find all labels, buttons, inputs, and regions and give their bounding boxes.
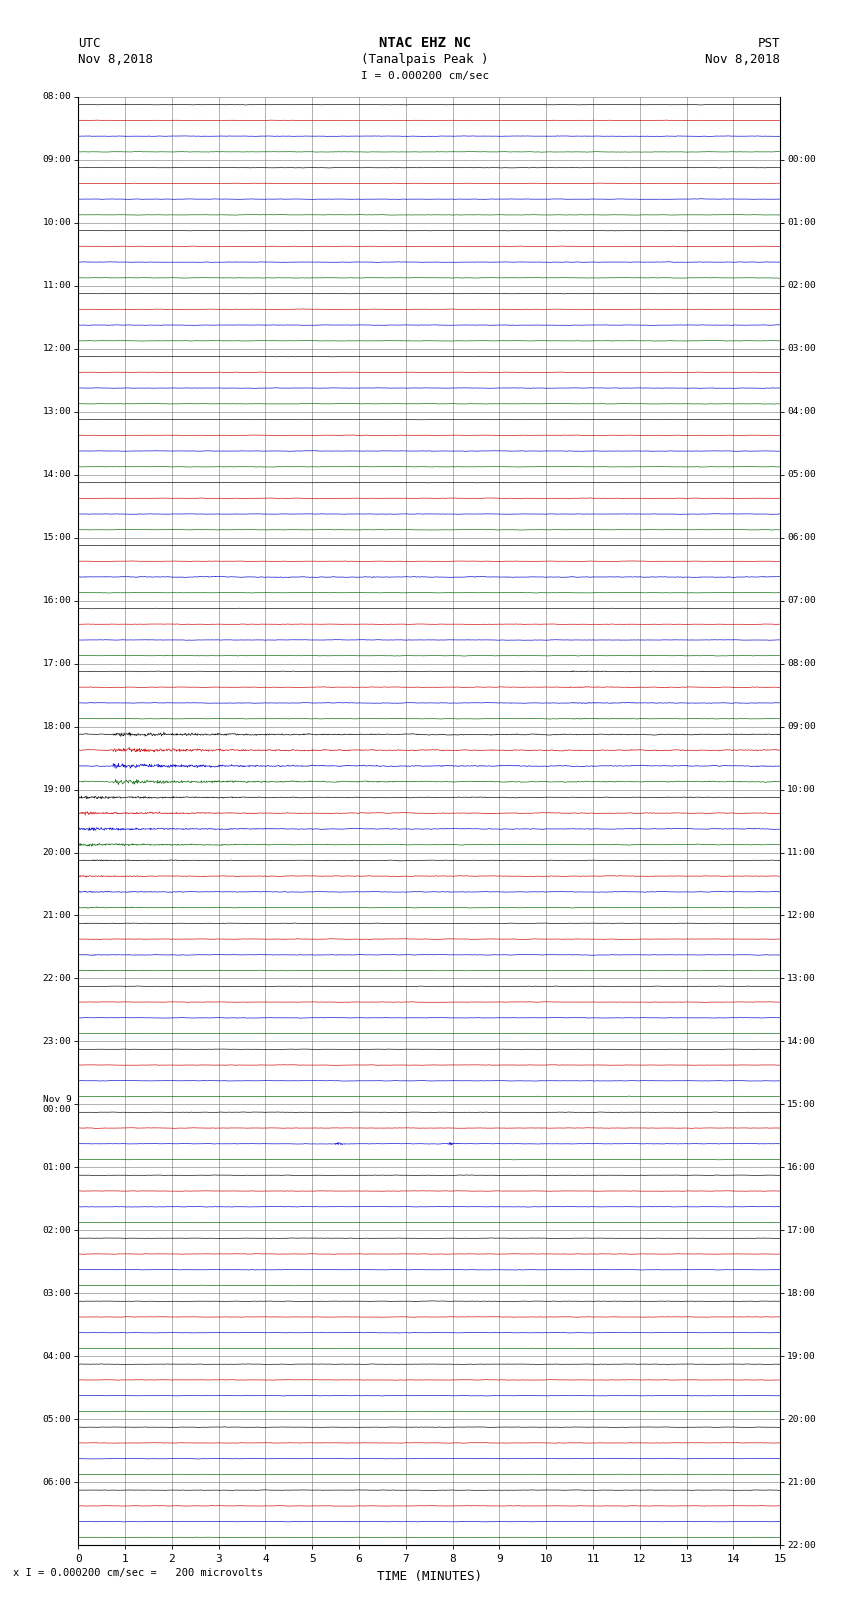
Text: UTC: UTC <box>78 37 100 50</box>
Text: Nov 8,2018: Nov 8,2018 <box>706 53 780 66</box>
Text: (Tanalpais Peak ): (Tanalpais Peak ) <box>361 53 489 66</box>
Text: I = 0.000200 cm/sec: I = 0.000200 cm/sec <box>361 71 489 81</box>
Text: PST: PST <box>758 37 780 50</box>
Text: NTAC EHZ NC: NTAC EHZ NC <box>379 35 471 50</box>
X-axis label: TIME (MINUTES): TIME (MINUTES) <box>377 1569 482 1582</box>
Text: Nov 8,2018: Nov 8,2018 <box>78 53 153 66</box>
Text: x I = 0.000200 cm/sec =   200 microvolts: x I = 0.000200 cm/sec = 200 microvolts <box>13 1568 263 1578</box>
